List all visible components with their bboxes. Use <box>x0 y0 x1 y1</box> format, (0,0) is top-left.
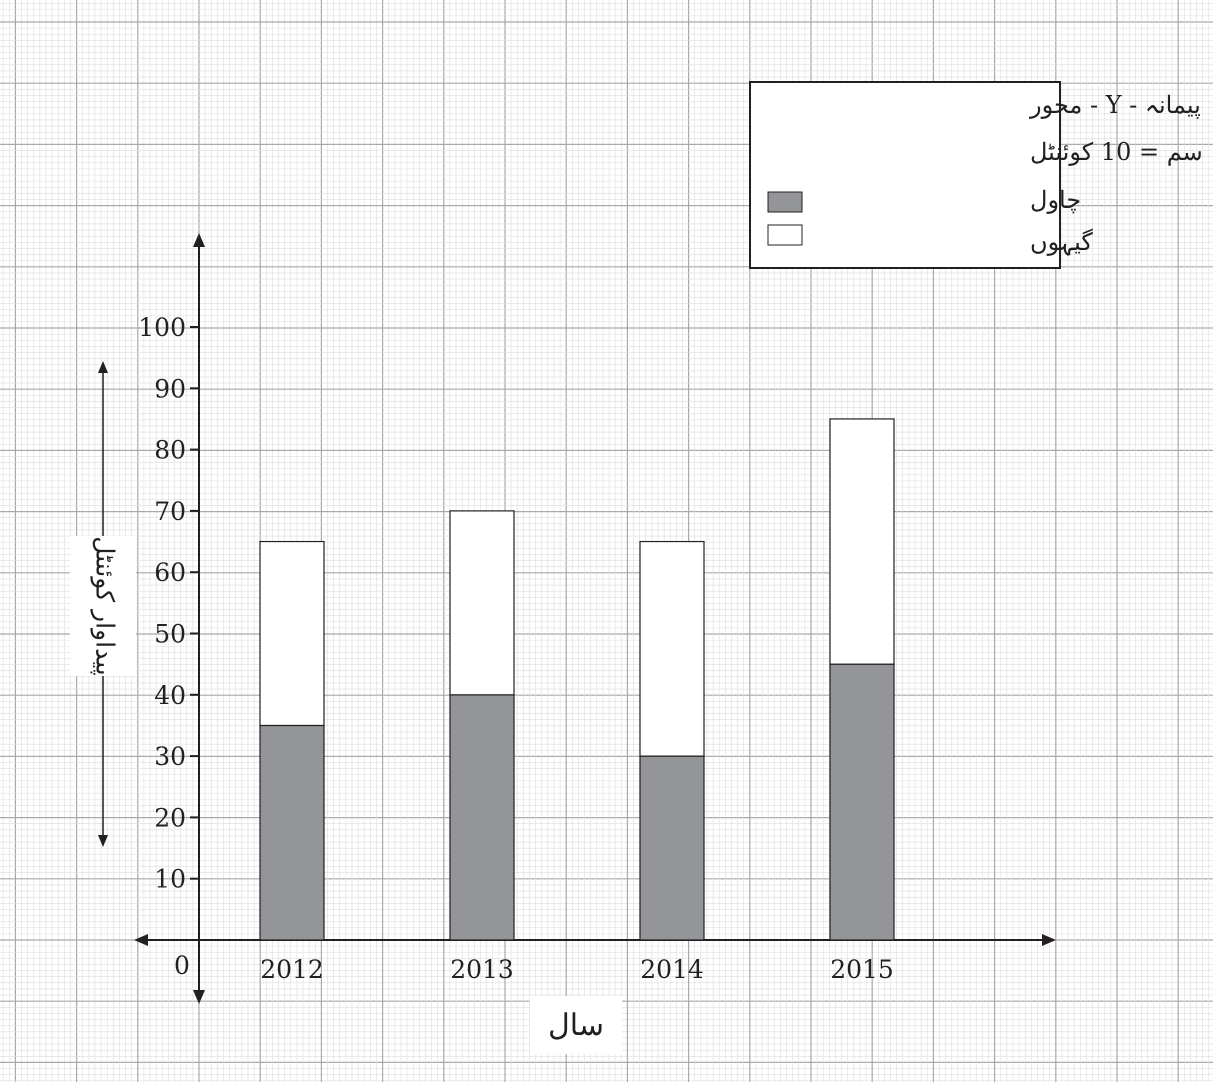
bar-rice <box>449 694 515 941</box>
y-axis-label-group: پیداوار کوئنٹل <box>70 361 136 847</box>
x-tick-label: 2014 <box>640 955 704 984</box>
legend-scale-title: پیمانہ - Y - محور <box>1029 91 1201 119</box>
legend-scale-value: 1 سم = 10 کوئنٹل <box>1030 138 1213 166</box>
x-tick-label: 2012 <box>260 955 324 984</box>
x-tick-label: 2015 <box>830 955 894 984</box>
y-tick-label: 70 <box>154 497 186 526</box>
legend-label-rice: چاول <box>1030 186 1081 214</box>
y-tick-label: 30 <box>154 742 186 771</box>
bars <box>259 418 895 941</box>
y-tick-label: 40 <box>154 681 186 710</box>
x-tick-label: 2013 <box>450 955 514 984</box>
x-axis-label: سال <box>548 1008 604 1043</box>
origin-label: 0 <box>174 951 190 980</box>
y-axis-arrow-up <box>193 233 205 247</box>
legend-swatch-rice <box>767 191 803 213</box>
bar-rice <box>639 755 705 941</box>
y-tick-label: 10 <box>154 865 186 894</box>
y-tick-label: 60 <box>154 558 186 587</box>
y-tick-label: 20 <box>154 803 186 832</box>
x-axis-label-group: سال <box>530 996 622 1054</box>
bar-wheat <box>639 540 705 757</box>
y-label-arrow-down <box>98 835 108 847</box>
y-label-arrow-up <box>98 361 108 373</box>
x-axis-arrow-right <box>1042 934 1056 946</box>
x-axis-arrow-left <box>134 934 148 946</box>
y-tick-label: 80 <box>154 436 186 465</box>
y-tick-label: 50 <box>154 620 186 649</box>
y-axis-arrow-down <box>193 990 205 1004</box>
bar-wheat <box>449 510 515 696</box>
legend-label-wheat: گیہوں <box>1030 228 1093 256</box>
y-label-box <box>70 536 136 676</box>
legend-swatch-wheat <box>767 224 803 246</box>
y-ticks: 10 20 30 40 50 60 70 80 90 100 <box>138 313 199 894</box>
legend: پیمانہ - Y - محور 1 سم = 10 کوئنٹل چاول … <box>749 81 1213 269</box>
x-label-box <box>530 996 622 1054</box>
bar-rice <box>259 724 325 941</box>
y-tick-label: 90 <box>154 374 186 403</box>
bar-wheat <box>259 540 325 727</box>
bar-rice <box>829 663 895 941</box>
y-axis-label: پیداوار کوئنٹل <box>90 536 120 675</box>
bar-wheat <box>829 418 895 665</box>
x-tick-labels: 2012 2013 2014 2015 <box>260 955 894 984</box>
y-tick-label: 100 <box>138 313 186 342</box>
